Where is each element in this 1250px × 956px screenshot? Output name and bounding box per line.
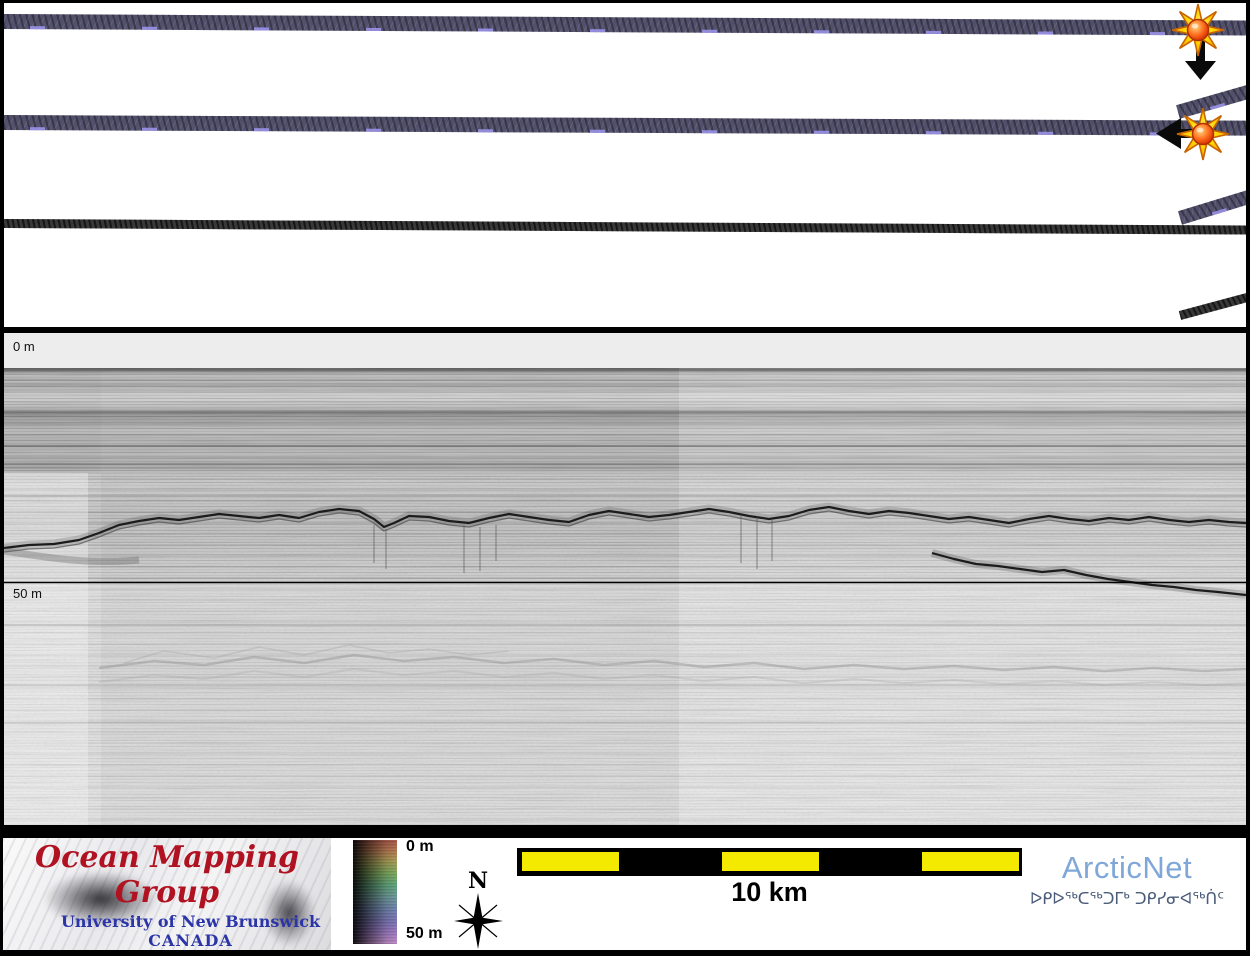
- scale-bar-label: 10 km: [731, 877, 808, 907]
- subbottom-profile-panel: 0 m 50 m: [4, 333, 1246, 825]
- scale-bar: [517, 848, 1022, 876]
- omg-logo: Ocean Mapping Group University of New Br…: [3, 838, 331, 950]
- speckle-noise-fine: [4, 473, 1246, 825]
- depth-colorbar: [353, 840, 397, 944]
- depth-label-0m: 0 m: [13, 339, 35, 354]
- logo-sonar-target-left: [21, 860, 181, 938]
- compass-star-icon: [454, 893, 503, 949]
- depth-label-50m: 50 m: [13, 586, 42, 601]
- water-column-multiples: [4, 368, 1246, 724]
- footer-legend: Ocean Mapping Group University of New Br…: [3, 838, 1246, 950]
- omg-logo-subtitle: University of New Brunswick: [60, 912, 321, 931]
- event-starburst-2: [1176, 107, 1230, 161]
- compass-north-label: N: [467, 868, 489, 894]
- deep-seafloor-trace: [930, 549, 1246, 599]
- event-arrow-down: [1185, 39, 1216, 80]
- scale-bar-segment-3: [922, 852, 1019, 871]
- survey-map-panel: [4, 3, 1246, 327]
- event-starburst-1: [1171, 3, 1225, 57]
- colorbar-label-0m: 0 m: [406, 838, 434, 855]
- compass-rose: N: [441, 868, 525, 950]
- map-markers-layer: [1156, 3, 1230, 161]
- subsurface-streaks: [4, 515, 773, 573]
- arcticnet-branding: ArcticNet ᐅᑭᐅᖅᑕᖅᑐᒥᒃ ᑐᑭᓯᓂᐊᖅᑏᑦ: [1007, 850, 1247, 908]
- logo-sonar-target-right: [253, 868, 325, 950]
- omg-logo-country: CANADA: [148, 931, 233, 950]
- scale-bar-segment-2: [722, 852, 819, 871]
- omg-logo-title: Ocean Mapping Group: [35, 840, 299, 910]
- multiple-echo-band: [98, 644, 1246, 686]
- arcticnet-inuktitut-name: ᐅᑭᐅᖅᑕᖅᑐᒥᒃ ᑐᑭᓯᓂᐊᖅᑏᑦ: [1029, 889, 1225, 908]
- arcticnet-wordmark: ArcticNet: [1061, 850, 1193, 885]
- echogram-traces-layer: [4, 368, 1246, 825]
- seafloor-trace: [4, 502, 1246, 553]
- echogram-surface-band: [4, 333, 1246, 368]
- colorbar-label-50m: 50 m: [406, 925, 443, 942]
- scale-bar-segment-1: [522, 852, 619, 871]
